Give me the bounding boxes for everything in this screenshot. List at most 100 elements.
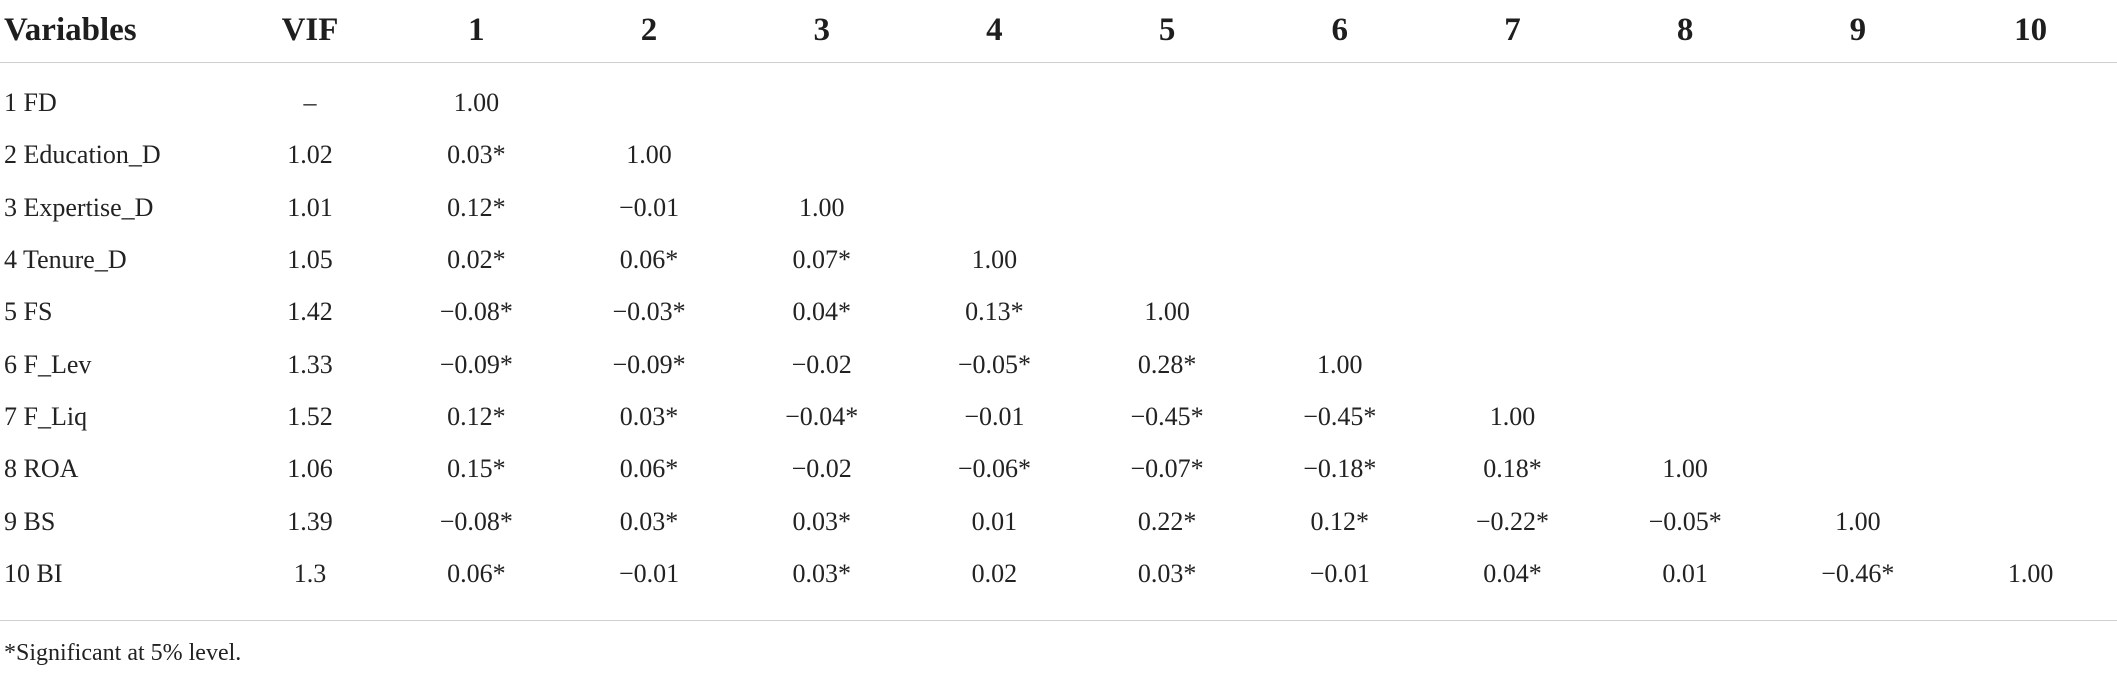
header-col-9: 9 <box>1771 0 1945 63</box>
correlation-cell <box>1944 338 2117 390</box>
correlation-cell <box>1599 234 1772 286</box>
correlation-cell: 0.12* <box>1310 506 1370 536</box>
header-col-1: 1 <box>390 0 563 63</box>
correlation-cell: −0.01 <box>618 558 680 588</box>
correlation-cell <box>1772 129 1945 181</box>
vif-cell: 1.01 <box>287 192 333 222</box>
correlation-cell: −0.22* <box>1475 506 1550 536</box>
correlation-cell <box>1772 443 1945 495</box>
correlation-cell <box>1426 182 1599 234</box>
vif-cell: 1.3 <box>293 558 327 588</box>
correlation-cell: 1.00 <box>453 88 500 118</box>
correlation-cell: −0.45* <box>1303 401 1377 431</box>
correlation-cell <box>1081 234 1254 286</box>
correlation-cell: −0.45* <box>1130 401 1204 431</box>
row-variable-label: 6 F_Lev <box>4 349 92 379</box>
correlation-cell: −0.18* <box>1303 454 1377 484</box>
correlation-cell: 1.00 <box>1662 454 1708 484</box>
correlation-cell <box>1944 391 2117 443</box>
correlation-cell: 0.07* <box>792 245 851 275</box>
correlation-cell <box>1081 63 1254 130</box>
correlation-cell: 0.01 <box>1662 558 1708 588</box>
correlation-cell: −0.07* <box>1130 454 1204 484</box>
table-row: 3 Expertise_D 1.01 0.12* −0.01 1.00 <box>0 182 2117 234</box>
correlation-cell <box>1772 338 1945 390</box>
correlation-cell <box>1426 63 1599 130</box>
correlation-cell <box>1599 129 1772 181</box>
row-variable-label: 7 F_Liq <box>4 401 88 431</box>
correlation-cell <box>1772 63 1945 130</box>
correlation-cell: 0.06* <box>619 454 679 484</box>
correlation-table-container: Variables VIF 1 2 3 4 5 6 7 8 9 10 1 FD –1.00 2 Educa… <box>0 0 2117 606</box>
correlation-cell: 0.12* <box>447 401 506 431</box>
correlation-cell <box>735 129 908 181</box>
vif-cell: – <box>303 88 317 118</box>
header-col-5: 5 <box>1080 0 1254 63</box>
correlation-cell <box>563 63 736 130</box>
table-body: 1 FD – 1.00 2 Education_D 1.02 0.03* 1.00 3 Exp… <box>0 63 2117 606</box>
correlation-cell <box>1944 234 2117 286</box>
correlation-cell <box>908 182 1081 234</box>
correlation-cell <box>1599 182 1772 234</box>
vif-cell: 1.06 <box>287 454 333 484</box>
table-row: 8 ROA 1.06 0.15* 0.06* −0.02 −0.06* −0.07* −0.1… <box>0 443 2117 495</box>
row-variable-label: 10 BI <box>4 558 63 588</box>
correlation-cell: 0.03* <box>1137 558 1197 588</box>
table-row: 10 BI 1.3 0.06* −0.01 0.03* 0.02 0.03* −0.01 0.0… <box>0 548 2117 606</box>
table-footnote: *Significant at 5% level. <box>4 640 242 666</box>
vif-cell: 1.39 <box>287 506 333 536</box>
vif-cell: 1.42 <box>287 297 333 327</box>
vif-cell: 1.02 <box>287 140 333 170</box>
correlation-cell <box>1599 63 1772 130</box>
header-col-6: 6 <box>1253 0 1427 63</box>
header-vif: VIF <box>230 0 390 63</box>
correlation-cell: −0.01 <box>964 401 1025 431</box>
row-variable-label: 5 FS <box>4 297 53 327</box>
correlation-cell: −0.02 <box>791 349 852 379</box>
correlation-cell <box>908 129 1081 181</box>
correlation-cell: 0.04* <box>792 297 851 327</box>
row-variable-label: 9 BS <box>4 506 56 536</box>
correlation-cell <box>1081 182 1254 234</box>
correlation-cell <box>1081 129 1254 181</box>
correlation-cell: 1.00 <box>798 192 845 222</box>
correlation-cell: −0.08* <box>439 297 513 327</box>
correlation-cell: −0.06* <box>957 454 1031 484</box>
header-col-2: 2 <box>562 0 736 63</box>
correlation-cell <box>1772 234 1945 286</box>
correlation-cell: 1.00 <box>1489 401 1536 431</box>
table-row: 2 Education_D 1.02 0.03* 1.00 <box>0 129 2117 181</box>
correlation-cell: 0.06* <box>447 558 506 588</box>
correlation-cell <box>1253 182 1426 234</box>
correlation-cell: −0.05* <box>957 349 1031 379</box>
correlation-cell: 1.00 <box>1835 506 1881 536</box>
correlation-cell <box>1772 182 1945 234</box>
header-col-8: 8 <box>1598 0 1772 63</box>
correlation-cell <box>1253 286 1426 338</box>
header-col-3: 3 <box>735 0 909 63</box>
header-col-4: 4 <box>908 0 1081 63</box>
correlation-cell: 0.28* <box>1137 349 1197 379</box>
correlation-cell: 0.04* <box>1483 558 1542 588</box>
correlation-cell <box>1944 182 2117 234</box>
row-variable-label: 8 ROA <box>4 454 79 484</box>
correlation-cell <box>908 63 1081 130</box>
correlation-cell: 0.12* <box>447 192 506 222</box>
row-variable-label: 3 Expertise_D <box>4 192 154 222</box>
table-row: 6 F_Lev 1.33 −0.09* −0.09* −0.02 −0.05* 0.28* 1… <box>0 338 2117 390</box>
correlation-cell: 0.02* <box>447 245 506 275</box>
correlation-cell: −0.09* <box>439 349 513 379</box>
correlation-cell: 0.03* <box>447 140 506 170</box>
row-variable-label: 1 FD <box>4 88 57 118</box>
correlation-cell: 0.03* <box>792 506 851 536</box>
correlation-cell <box>1426 234 1599 286</box>
header-col-7: 7 <box>1426 0 1599 63</box>
correlation-cell <box>1944 495 2117 547</box>
table-header: Variables VIF 1 2 3 4 5 6 7 8 9 10 <box>0 0 2117 63</box>
header-row: Variables VIF 1 2 3 4 5 6 7 8 9 10 <box>0 0 2117 63</box>
correlation-cell: 1.00 <box>1317 349 1363 379</box>
correlation-cell <box>1426 286 1599 338</box>
correlation-cell: −0.46* <box>1821 558 1895 588</box>
vif-cell: 1.33 <box>287 349 333 379</box>
row-variable-label: 2 Education_D <box>4 140 161 170</box>
